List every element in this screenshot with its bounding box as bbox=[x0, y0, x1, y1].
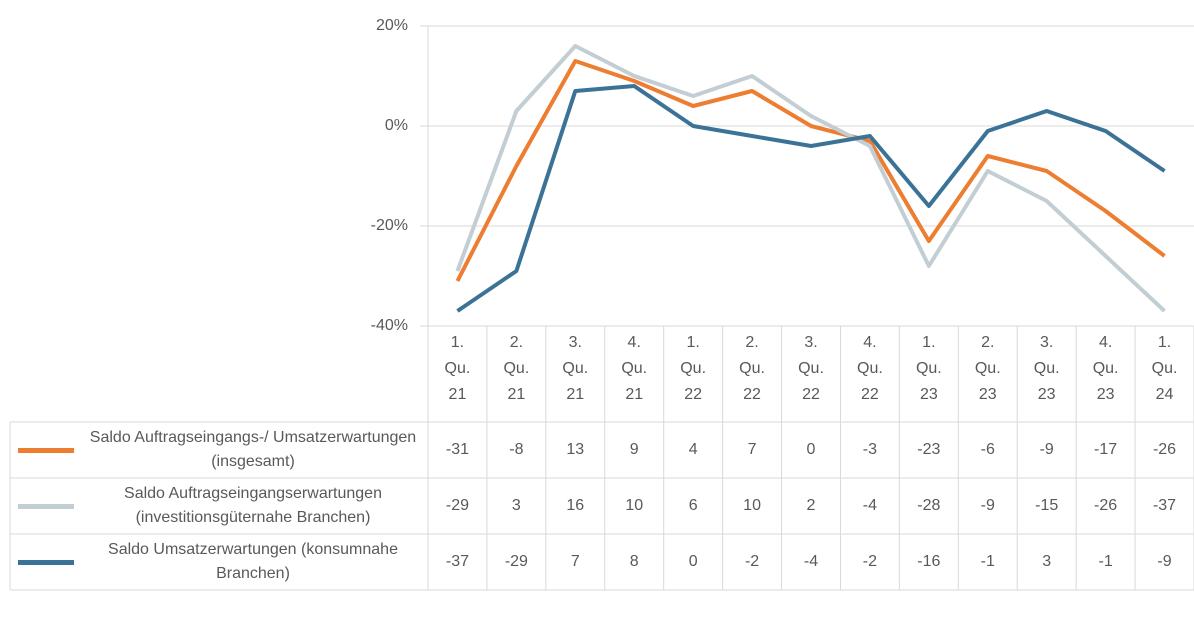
table-value: 7 bbox=[570, 553, 580, 570]
table-value: 3 bbox=[511, 497, 521, 514]
legend-entry: Saldo Auftragseingangserwartungen (inves… bbox=[10, 478, 428, 534]
table-value: -9 bbox=[1039, 441, 1054, 458]
x-tick-label: 1. Qu. 23 bbox=[915, 334, 942, 403]
table-value: -4 bbox=[862, 497, 878, 514]
table-value: -9 bbox=[1157, 553, 1172, 570]
legend-entry: Saldo Auftragseingangs-/ Umsatzerwartung… bbox=[10, 422, 428, 478]
table-value: 7 bbox=[747, 441, 757, 458]
table-value: -9 bbox=[980, 497, 995, 514]
table-value: -16 bbox=[917, 553, 941, 570]
legend-swatch bbox=[18, 559, 74, 565]
table-value: -1 bbox=[980, 553, 995, 570]
x-tick-label: 3. Qu. 22 bbox=[798, 334, 824, 403]
table-value: -26 bbox=[1152, 441, 1177, 458]
x-tick-label: 1. Qu. 22 bbox=[680, 334, 707, 403]
table-value: -31 bbox=[445, 441, 470, 458]
table-value: -29 bbox=[445, 497, 470, 514]
y-tick-label: -40% bbox=[371, 317, 408, 334]
table-value: -17 bbox=[1094, 441, 1118, 458]
table-value: -2 bbox=[744, 553, 760, 570]
table-value: -26 bbox=[1094, 497, 1118, 514]
table-value: 0 bbox=[806, 441, 816, 458]
table-value: -15 bbox=[1035, 497, 1059, 514]
table-value: 10 bbox=[625, 497, 644, 514]
table-value: -6 bbox=[980, 441, 995, 458]
table-value: -37 bbox=[1152, 497, 1177, 514]
y-tick-label: -20% bbox=[371, 217, 408, 234]
legend-swatch bbox=[18, 503, 74, 509]
table-value: -37 bbox=[445, 553, 470, 570]
legend-label: Saldo Umsatzerwartungen (konsumnahe Bran… bbox=[108, 541, 398, 582]
table-value: -29 bbox=[504, 553, 528, 570]
line bbox=[455, 59, 1166, 282]
table-value: 16 bbox=[566, 497, 585, 514]
x-tick-label: 1. Qu. 24 bbox=[1151, 334, 1178, 403]
table-value: 8 bbox=[629, 553, 639, 570]
x-tick-label: 2. Qu. 23 bbox=[974, 334, 1001, 403]
line bbox=[455, 44, 1166, 313]
table-value: -4 bbox=[803, 553, 819, 570]
table-value: 13 bbox=[566, 441, 585, 458]
x-tick-label: 4. Qu. 23 bbox=[1092, 334, 1119, 403]
y-tick-label: 0% bbox=[385, 117, 408, 134]
table-value: 6 bbox=[688, 497, 698, 514]
x-tick-label: 2. Qu. 22 bbox=[739, 334, 765, 403]
x-tick-label: 1. Qu. 21 bbox=[444, 334, 471, 403]
table-value: 9 bbox=[629, 441, 639, 458]
table-value: -2 bbox=[862, 553, 878, 570]
table-value: -28 bbox=[917, 497, 941, 514]
y-tick-label: 20% bbox=[376, 17, 408, 34]
legend-entry: Saldo Umsatzerwartungen (konsumnahe Bran… bbox=[10, 534, 428, 590]
table-value: 0 bbox=[688, 553, 698, 570]
table-value: 2 bbox=[806, 497, 816, 514]
legend-label: Saldo Auftragseingangs-/ Umsatzerwartung… bbox=[89, 429, 417, 470]
table-value: 10 bbox=[743, 497, 761, 514]
table-value: -3 bbox=[862, 441, 878, 458]
x-tick-label: 2. Qu. 21 bbox=[503, 334, 530, 403]
table-value: -23 bbox=[917, 441, 941, 458]
line bbox=[456, 84, 1166, 313]
table-value: 3 bbox=[1042, 553, 1052, 570]
table-value: -8 bbox=[509, 441, 524, 458]
x-tick-label: 3. Qu. 21 bbox=[562, 334, 589, 403]
table-value: 4 bbox=[688, 441, 698, 458]
x-tick-label: 4. Qu. 21 bbox=[621, 334, 648, 403]
x-tick-label: 4. Qu. 22 bbox=[857, 334, 883, 403]
legend-label: Saldo Auftragseingangserwartungen (inves… bbox=[124, 485, 382, 526]
legend-swatch bbox=[18, 447, 74, 453]
table-value: -1 bbox=[1098, 553, 1113, 570]
x-tick-label: 3. Qu. 23 bbox=[1033, 334, 1060, 403]
